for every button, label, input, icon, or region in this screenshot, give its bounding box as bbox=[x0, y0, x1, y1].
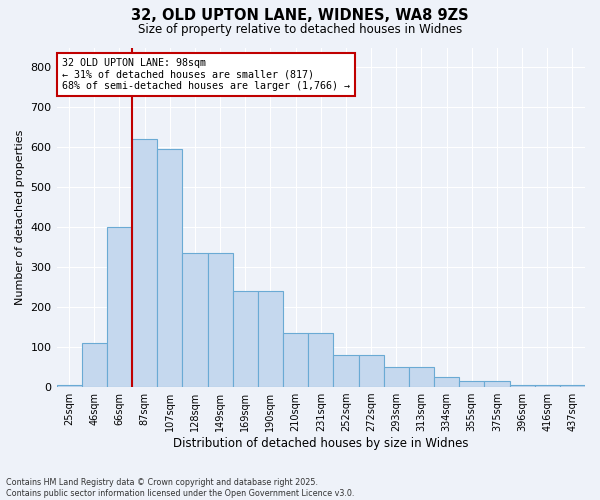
Bar bbox=[459, 381, 484, 387]
Bar bbox=[535, 385, 560, 387]
Bar bbox=[359, 355, 383, 387]
Text: Contains HM Land Registry data © Crown copyright and database right 2025.
Contai: Contains HM Land Registry data © Crown c… bbox=[6, 478, 355, 498]
Bar bbox=[434, 377, 459, 387]
Bar bbox=[383, 367, 409, 387]
Bar bbox=[308, 333, 334, 387]
Bar bbox=[409, 367, 434, 387]
Text: 32, OLD UPTON LANE, WIDNES, WA8 9ZS: 32, OLD UPTON LANE, WIDNES, WA8 9ZS bbox=[131, 8, 469, 22]
Y-axis label: Number of detached properties: Number of detached properties bbox=[15, 130, 25, 305]
Text: 32 OLD UPTON LANE: 98sqm
← 31% of detached houses are smaller (817)
68% of semi-: 32 OLD UPTON LANE: 98sqm ← 31% of detach… bbox=[62, 58, 350, 91]
Bar bbox=[132, 140, 157, 387]
Bar bbox=[208, 253, 233, 387]
Bar bbox=[484, 381, 509, 387]
Bar bbox=[334, 355, 359, 387]
Bar bbox=[233, 291, 258, 387]
Bar bbox=[258, 291, 283, 387]
Text: Size of property relative to detached houses in Widnes: Size of property relative to detached ho… bbox=[138, 22, 462, 36]
Bar bbox=[82, 343, 107, 387]
Bar bbox=[182, 253, 208, 387]
Bar bbox=[283, 333, 308, 387]
Bar bbox=[157, 150, 182, 387]
Bar bbox=[560, 385, 585, 387]
Bar bbox=[56, 385, 82, 387]
Bar bbox=[509, 385, 535, 387]
X-axis label: Distribution of detached houses by size in Widnes: Distribution of detached houses by size … bbox=[173, 437, 469, 450]
Bar bbox=[107, 228, 132, 387]
